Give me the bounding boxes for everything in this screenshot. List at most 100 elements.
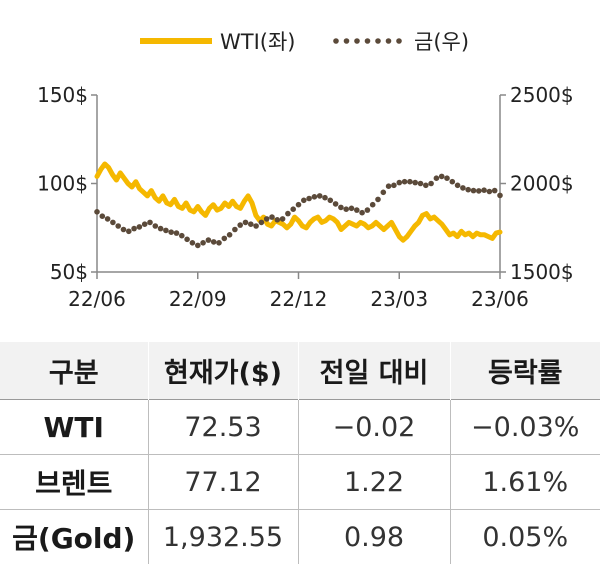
series-point-gold <box>206 237 212 243</box>
series-point-gold <box>423 183 429 189</box>
legend-swatch-gold-dot <box>354 38 360 44</box>
series-point-gold <box>407 179 413 185</box>
x-tick-label: 23/03 <box>370 287 428 311</box>
change-rate-cell: 1.61% <box>450 455 600 510</box>
series-point-gold <box>243 220 249 226</box>
table-row: WTI 72.53 −0.02 −0.03% <box>0 400 600 455</box>
series-point-gold <box>455 183 461 189</box>
series-point-gold <box>237 222 243 228</box>
series-point-gold <box>397 180 403 186</box>
series-point-gold <box>391 183 397 189</box>
series-point-gold <box>153 223 159 229</box>
legend-label-wti: WTI(좌) <box>220 30 296 54</box>
series-point-gold <box>222 236 228 242</box>
series-point-gold <box>465 187 471 193</box>
table-row: 브렌트 77.12 1.22 1.61% <box>0 455 600 510</box>
series-point-gold <box>158 226 164 232</box>
legend-swatch-gold-dot <box>396 38 402 44</box>
series-point-gold <box>359 210 365 216</box>
change-rate-cell: −0.03% <box>450 400 600 455</box>
legend-swatch-gold-dot <box>375 38 381 44</box>
series-point-gold <box>301 198 307 204</box>
series-point-gold <box>248 221 254 227</box>
series-point-gold <box>142 221 148 227</box>
series-point-gold <box>227 232 233 238</box>
series-point-gold <box>333 201 339 207</box>
series-point-gold <box>439 174 445 180</box>
series-point-gold <box>434 175 440 181</box>
series-point-gold <box>322 195 328 201</box>
change-cell: 1.22 <box>298 455 450 510</box>
series-point-gold <box>460 185 466 191</box>
series-point-gold <box>195 243 201 249</box>
series-point-gold <box>121 227 127 233</box>
header-change-rate: 등락률 <box>450 342 600 400</box>
series-point-gold <box>168 229 174 235</box>
y-left-tick-label: 100$ <box>37 172 88 196</box>
series-point-gold <box>200 240 206 246</box>
legend-swatch-gold-dot <box>386 38 392 44</box>
x-tick-label: 22/12 <box>270 287 328 311</box>
price-summary-table: 구분 현재가($) 전일 대비 등락률 WTI 72.53 −0.02 −0.0… <box>0 342 600 564</box>
series-point-gold <box>137 224 143 230</box>
series-point-gold <box>412 180 418 186</box>
series-point-gold <box>375 197 381 203</box>
series-point-gold <box>497 193 503 199</box>
y-right-tick-label: 1500$ <box>510 260 574 284</box>
series-point-gold <box>179 233 185 239</box>
series-point-gold <box>94 209 100 215</box>
x-tick-label: 23/06 <box>471 287 529 311</box>
series-point-gold <box>481 187 487 193</box>
series-point-gold <box>105 216 111 222</box>
series-point-gold <box>184 237 190 243</box>
header-category: 구분 <box>0 342 148 400</box>
row-label: 금(Gold) <box>0 510 148 564</box>
legend-swatch-gold-dot <box>344 38 350 44</box>
series-point-gold <box>381 190 387 196</box>
series-point-gold <box>190 240 196 246</box>
series-point-gold <box>428 181 434 187</box>
series-point-gold <box>312 194 318 200</box>
header-current-price: 현재가($) <box>148 342 298 400</box>
row-label: 브렌트 <box>0 455 148 510</box>
series-point-gold <box>163 228 169 234</box>
series-point-gold <box>115 223 121 229</box>
series-point-gold <box>444 175 450 181</box>
series-point-gold <box>343 206 349 212</box>
row-label: WTI <box>0 400 148 455</box>
current-price-cell: 77.12 <box>148 455 298 510</box>
legend: WTI(좌) 금(우) <box>140 30 469 54</box>
y-right-tick-label: 2500$ <box>510 83 574 107</box>
table-row: 금(Gold) 1,932.55 0.98 0.05% <box>0 510 600 564</box>
series-point-gold <box>174 230 180 236</box>
series-point-gold <box>253 223 259 229</box>
series-point-gold <box>147 220 153 226</box>
legend-swatch-gold-dot <box>365 38 371 44</box>
change-cell: 0.98 <box>298 510 450 564</box>
series-point-gold <box>285 211 291 217</box>
series-point-gold <box>402 179 408 185</box>
y-right-tick-label: 2000$ <box>510 172 574 196</box>
y-left-tick-label: 50$ <box>50 260 88 284</box>
series-point-gold <box>269 214 275 220</box>
series-point-gold <box>328 198 334 204</box>
series-point-gold <box>338 205 344 211</box>
current-price-cell: 1,932.55 <box>148 510 298 564</box>
series-point-gold <box>232 227 238 233</box>
series-point-gold <box>264 216 270 222</box>
series-point-gold <box>450 179 456 185</box>
series-point-gold <box>110 220 116 226</box>
series-point-gold <box>386 183 392 189</box>
series-point-gold <box>131 226 137 232</box>
series-point-gold <box>211 239 217 245</box>
series-point-gold <box>492 188 498 194</box>
series-point-gold <box>365 207 371 213</box>
header-change: 전일 대비 <box>298 342 450 400</box>
legend-label-gold: 금(우) <box>414 30 469 54</box>
series-point-gold <box>275 217 281 223</box>
series-point-gold <box>476 188 482 194</box>
series-point-gold <box>418 181 424 187</box>
series-layer <box>94 164 503 248</box>
table-header-row: 구분 현재가($) 전일 대비 등락률 <box>0 342 600 400</box>
